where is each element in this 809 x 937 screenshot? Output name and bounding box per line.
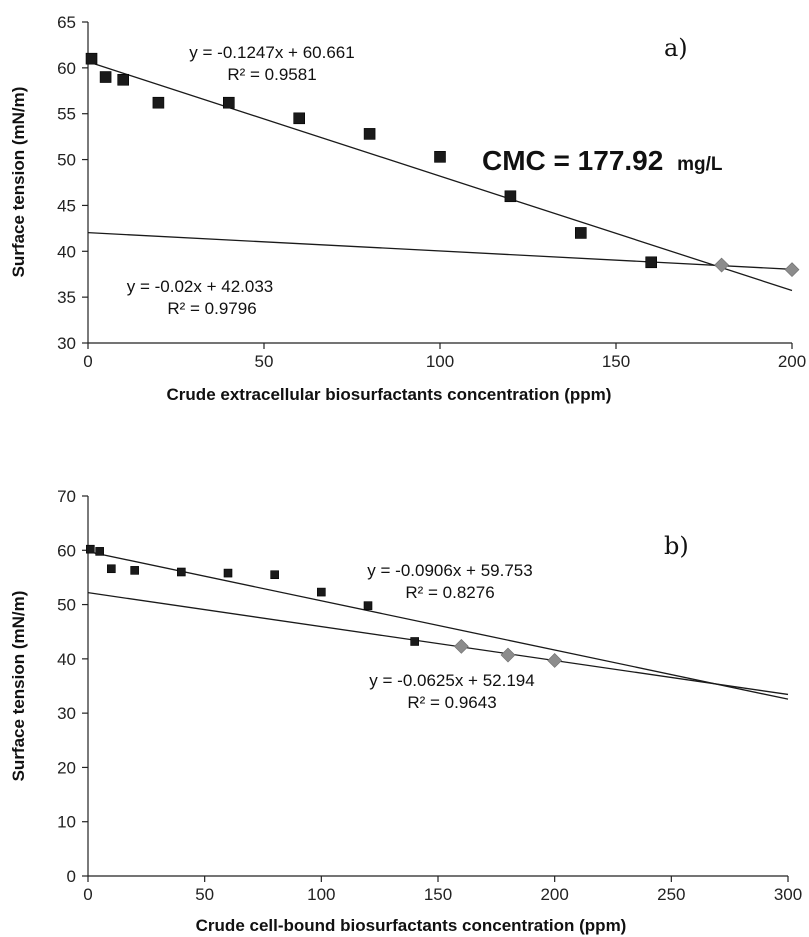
data-points-b (86, 544, 563, 668)
trendline-2-r2-a: R² = 0.9796 (167, 299, 256, 318)
x-tick-label: 100 (307, 885, 335, 904)
y-tick-label: 65 (57, 13, 76, 32)
y-tick-label: 55 (57, 105, 76, 124)
data-point (645, 256, 658, 269)
data-point (784, 262, 800, 278)
y-tick-label: 10 (57, 813, 76, 832)
y-axis-title-a: Surface tension (mN/m) (9, 87, 28, 278)
x-tick-label: 50 (255, 352, 274, 371)
data-point (117, 73, 129, 86)
x-tick-label: 0 (83, 352, 92, 371)
trendline-1 (87, 550, 789, 700)
x-axis-ticks-b: 0 50 100 150 200 250 300 (83, 876, 802, 904)
data-points-a (85, 52, 800, 278)
y-tick-label: 60 (57, 59, 76, 78)
x-axis-title-a: Crude extracellular biosurfactants conce… (167, 385, 612, 404)
data-point (293, 112, 306, 125)
trendline-1-equation-b: y = -0.0906x + 59.753 (367, 561, 532, 580)
data-point (363, 128, 376, 140)
y-tick-label: 20 (57, 758, 76, 777)
data-point (714, 257, 730, 273)
y-tick-label: 50 (57, 596, 76, 615)
data-point (107, 564, 116, 574)
data-point (363, 601, 373, 610)
data-point (99, 71, 112, 83)
data-point (152, 96, 165, 109)
data-point (177, 567, 186, 577)
y-tick-label: 70 (57, 487, 76, 506)
x-tick-label: 0 (83, 885, 92, 904)
data-point (574, 227, 587, 239)
data-point (500, 647, 516, 663)
y-axis-title-b: Surface tension (mN/m) (9, 591, 28, 782)
trendline-1-r2-b: R² = 0.8276 (405, 583, 494, 602)
trendline-1-r2-a: R² = 0.9581 (227, 65, 316, 84)
chart-b: 0 10 20 30 40 50 60 70 0 50 100 150 200 250 300 Crude… (9, 487, 802, 935)
y-tick-label: 30 (57, 334, 76, 353)
trendlines-b (87, 550, 789, 700)
trendline-2 (87, 592, 789, 696)
data-point (410, 637, 419, 646)
trendline-2-equation-b: y = -0.0625x + 52.194 (369, 671, 534, 690)
trendline-1 (87, 61, 793, 292)
x-tick-label: 200 (540, 885, 568, 904)
data-point (547, 653, 563, 668)
y-tick-label: 50 (57, 151, 76, 170)
data-point (85, 52, 98, 65)
data-point (223, 96, 235, 109)
data-point (270, 570, 279, 580)
y-tick-label: 30 (57, 704, 76, 723)
data-point (130, 566, 139, 575)
trendline-2 (87, 231, 793, 270)
trendline-1-equation-a: y = -0.1247x + 60.661 (189, 43, 354, 62)
y-axis-ticks-a: 30 35 40 45 50 55 60 65 (57, 13, 88, 353)
panel-label-a: a) (664, 34, 688, 62)
x-tick-label: 300 (774, 885, 802, 904)
y-axis-ticks-b: 0 10 20 30 40 50 60 70 (57, 487, 88, 886)
data-point (317, 587, 326, 597)
trendline-2-r2-b: R² = 0.9643 (407, 693, 496, 712)
data-point (86, 544, 95, 554)
y-tick-label: 35 (57, 288, 76, 307)
chart-a: 30 35 40 45 50 55 60 65 0 50 100 150 200 Crude extr… (9, 13, 806, 404)
x-tick-label: 200 (778, 352, 806, 371)
y-tick-label: 40 (57, 650, 76, 669)
y-tick-label: 60 (57, 541, 76, 560)
y-tick-label: 40 (57, 242, 76, 261)
trendlines-a (87, 61, 793, 292)
x-tick-label: 250 (657, 885, 685, 904)
y-tick-label: 45 (57, 196, 76, 215)
data-point (95, 547, 104, 556)
x-tick-label: 150 (424, 885, 452, 904)
trendline-2-equation-a: y = -0.02x + 42.033 (127, 277, 274, 296)
data-point (223, 568, 233, 578)
x-tick-label: 150 (602, 352, 630, 371)
x-axis-ticks-a: 0 50 100 150 200 (83, 343, 806, 371)
data-point (434, 151, 446, 163)
x-tick-label: 100 (426, 352, 454, 371)
x-tick-label: 50 (195, 885, 214, 904)
cmc-annotation: CMC = 177.92 mg/L (482, 145, 723, 176)
panel-label-b: b) (664, 532, 689, 560)
data-point (504, 190, 517, 203)
data-point (453, 638, 469, 654)
x-axis-title-b: Crude cell-bound biosurfactants concentr… (196, 916, 627, 935)
y-tick-label: 0 (67, 867, 76, 886)
